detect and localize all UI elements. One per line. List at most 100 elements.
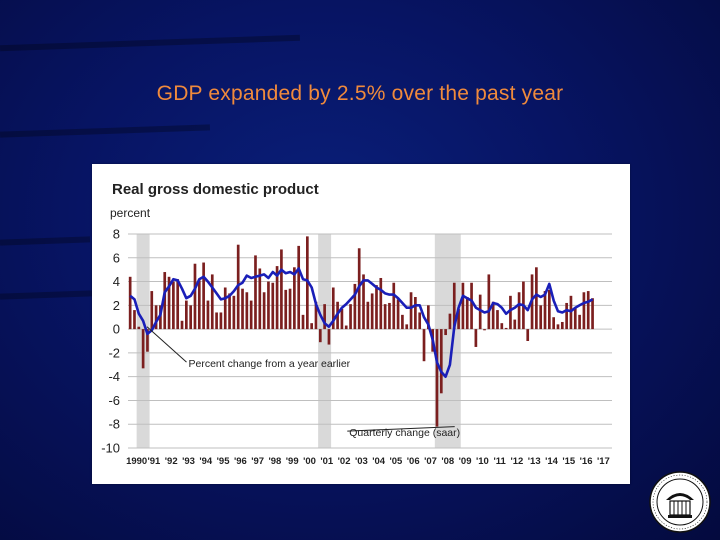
quarterly-bar <box>560 321 564 330</box>
quarterly-bar <box>457 308 460 330</box>
quarterly-bar <box>331 287 335 330</box>
x-tick-label: '12 <box>511 456 524 467</box>
x-tick-label: '94 <box>199 456 213 467</box>
x-tick-label: '07 <box>424 456 437 467</box>
x-tick-label: '99 <box>286 456 299 467</box>
quarterly-bar <box>439 329 443 394</box>
recession-shading <box>136 234 461 448</box>
quarterly-bar <box>189 305 193 330</box>
chart-panel: Real gross domestic product percent 8 6 4 2… <box>92 164 630 484</box>
quarterly-bar <box>383 304 387 330</box>
quarterly-bar <box>496 310 499 330</box>
gdp-chart: Real gross domestic product percent 8 6 4 2… <box>101 181 612 467</box>
yoy-change-line <box>129 267 594 378</box>
quarterly-bar <box>504 327 508 330</box>
quarterly-bar <box>262 292 266 330</box>
quarterly-bar <box>284 289 288 330</box>
quarterly-bar <box>392 282 396 330</box>
quarterly-bar <box>513 319 517 330</box>
x-tick-label: '96 <box>234 456 247 467</box>
quarterly-bar <box>232 295 236 330</box>
x-tick-label: '09 <box>459 456 472 467</box>
quarterly-bar <box>271 282 275 330</box>
quarterly-bar <box>172 281 175 330</box>
quarterly-bar <box>323 304 326 330</box>
quarterly-bar <box>275 266 279 330</box>
quarterly-bar <box>267 281 270 330</box>
x-tick-label: 1990 <box>126 456 147 467</box>
x-tick-label: '95 <box>217 456 231 467</box>
quarterly-bar <box>543 291 547 330</box>
y-axis-label: percent <box>110 206 151 220</box>
background-streak <box>0 290 93 300</box>
annotation-leader <box>146 326 187 363</box>
quarterly-bar <box>422 329 426 362</box>
x-tick-label: '17 <box>597 456 610 467</box>
quarterly-bar <box>405 324 409 330</box>
quarterly-bar <box>552 317 556 330</box>
quarterly-bar <box>509 295 512 330</box>
x-tick-label: '06 <box>407 456 420 467</box>
annotation-label: Quarterly change (saar) <box>349 427 460 439</box>
quarterly-bar <box>318 329 322 343</box>
annotation-leader <box>347 426 455 432</box>
x-tick-label: '13 <box>528 456 541 467</box>
quarterly-bar <box>344 325 348 330</box>
quarterly-bar <box>362 274 365 330</box>
quarterly-bar <box>573 307 577 330</box>
quarterly-bar <box>163 272 167 330</box>
quarterly-bar <box>483 329 486 331</box>
quarterly-bar <box>137 326 141 330</box>
quarterly-bar <box>297 245 301 330</box>
quarterly-bar <box>409 292 413 330</box>
quarterly-bar <box>396 299 400 330</box>
background-streak <box>0 34 301 52</box>
x-tick-label: '14 <box>545 456 559 467</box>
quarterly-bar <box>547 289 551 330</box>
quarterly-bar <box>301 314 305 330</box>
quarterly-bar <box>465 297 469 330</box>
quarterly-bar <box>310 323 314 330</box>
quarterly-bar <box>578 314 581 330</box>
quarterly-bars <box>128 236 594 427</box>
quarterly-bar <box>526 329 530 341</box>
y-tick-label: 0 <box>113 322 120 337</box>
x-tick-label: '00 <box>303 456 316 467</box>
quarterly-bar <box>379 277 383 330</box>
quarterly-bar <box>556 324 560 330</box>
quarterly-bar <box>150 291 154 330</box>
quarterly-bar <box>219 312 223 330</box>
quarterly-bar <box>426 305 430 330</box>
y-tick-label: -8 <box>108 417 120 432</box>
annotation-label: Percent change from a year earlier <box>189 358 351 370</box>
quarterly-bar <box>133 310 136 330</box>
quarterly-bar <box>228 293 231 330</box>
quarterly-bar <box>245 292 249 330</box>
quarterly-bar <box>167 276 171 330</box>
x-tick-label: '91 <box>148 456 162 467</box>
x-tick-label: '98 <box>269 456 282 467</box>
quarterly-bar <box>366 301 370 330</box>
quarterly-bar <box>327 329 331 345</box>
chart-title: Real gross domestic product <box>112 181 319 198</box>
y-tick-labels: 8 6 4 2 0 -2 -4 -6 -8 -10 <box>101 227 120 456</box>
gridlines <box>128 233 612 449</box>
quarterly-bar <box>414 297 417 330</box>
quarterly-bar <box>353 283 357 330</box>
quarterly-bar <box>223 287 227 330</box>
quarterly-bar <box>539 305 543 330</box>
quarterly-bar <box>202 262 205 330</box>
recession-band <box>434 234 461 448</box>
annotations: Percent change from a year earlier Quarte… <box>146 326 460 439</box>
quarterly-bar <box>487 274 491 330</box>
x-tick-label: '10 <box>476 456 489 467</box>
x-tick-label: '16 <box>580 456 593 467</box>
quarterly-bar <box>176 279 180 330</box>
quarterly-bar <box>535 267 538 330</box>
x-tick-label: '15 <box>562 456 576 467</box>
quarterly-bar <box>197 280 201 330</box>
quarterly-bar <box>288 288 292 330</box>
quarterly-bar <box>280 249 283 330</box>
x-tick-label: '05 <box>390 456 404 467</box>
quarterly-bar <box>388 302 391 330</box>
